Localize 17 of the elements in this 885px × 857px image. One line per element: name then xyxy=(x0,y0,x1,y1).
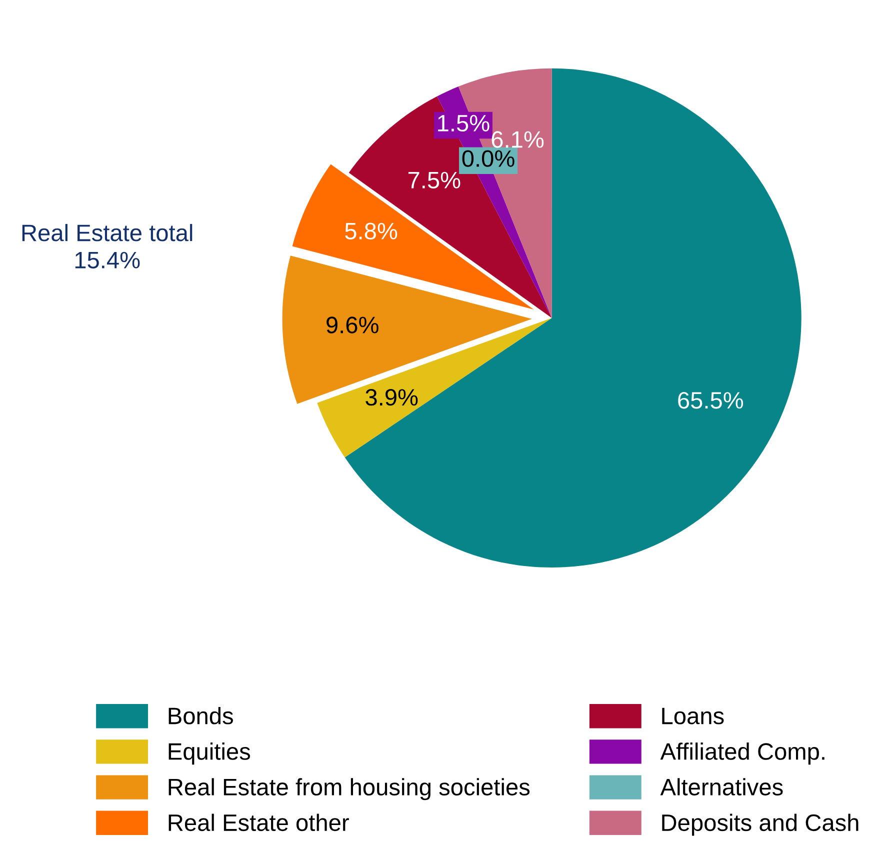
legend-label: Bonds xyxy=(168,706,233,724)
legend-label: Affiliated Comp. xyxy=(660,742,824,765)
data-label: 9.6% xyxy=(326,316,378,334)
data-label: 5.8% xyxy=(345,222,398,240)
text: Real Estate total 15.4% xyxy=(22,224,192,268)
data-label: 1.5% xyxy=(438,114,490,132)
data-label: 3.9% xyxy=(366,388,418,406)
data-label: 7.5% xyxy=(408,172,460,188)
legend-label: Deposits and Cash xyxy=(662,814,858,836)
text: 0.0% xyxy=(462,150,514,167)
legend-label: Loans xyxy=(662,708,724,724)
data-label: 65.5% xyxy=(678,392,744,409)
legend-label: Real Estate other xyxy=(168,814,349,832)
legend-label: Alternatives xyxy=(660,778,783,796)
legend-label: Equities xyxy=(168,742,250,765)
data-label: 6.1% xyxy=(492,131,544,148)
legend-label: Real Estate from housing societies xyxy=(168,778,530,800)
